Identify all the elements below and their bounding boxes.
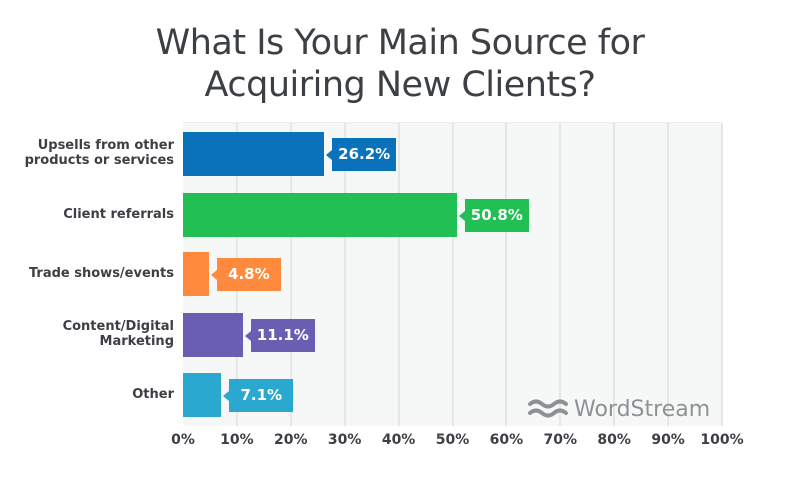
x-tick-label: 30% bbox=[327, 432, 362, 448]
gridline bbox=[343, 123, 346, 426]
bar bbox=[183, 193, 457, 237]
x-tick-label: 100% bbox=[700, 432, 744, 448]
x-tick-label: 80% bbox=[597, 432, 631, 448]
x-tick-label: 10% bbox=[220, 432, 254, 448]
gridline bbox=[559, 123, 562, 426]
gridline bbox=[397, 123, 400, 426]
category-label: Other bbox=[132, 386, 174, 402]
value-label: 7.1% bbox=[223, 379, 294, 412]
gridline bbox=[451, 123, 454, 426]
category-label: Upsells from other products or services bbox=[24, 138, 174, 168]
category-label: Content/Digital Marketing bbox=[62, 319, 174, 349]
wave-icon bbox=[528, 399, 568, 418]
x-tick-label: 90% bbox=[651, 432, 685, 448]
title-line-1: What Is Your Main Source for bbox=[155, 23, 645, 63]
x-tick-label: 60% bbox=[489, 432, 524, 448]
bar bbox=[183, 373, 222, 417]
x-tick-label: 40% bbox=[381, 432, 416, 448]
bar bbox=[183, 132, 325, 176]
gridline bbox=[505, 123, 508, 426]
bar bbox=[183, 313, 243, 357]
category-label: Trade shows/events bbox=[28, 265, 174, 281]
value-label: 4.8% bbox=[210, 258, 281, 291]
gridline bbox=[289, 123, 292, 426]
title-line-2: Acquiring New Clients? bbox=[204, 65, 596, 105]
plot-area: 26.2% 50.8% 4.8% 11.1% 7.1% bbox=[183, 122, 723, 426]
category-label: Client referrals bbox=[63, 206, 174, 222]
x-tick-label: 0% bbox=[171, 432, 195, 448]
gridline bbox=[667, 123, 670, 426]
x-tick-label: 50% bbox=[435, 432, 470, 448]
chart-title: What Is Your Main Source for Acquiring N… bbox=[0, 22, 800, 106]
x-tick-label: 70% bbox=[543, 432, 578, 448]
value-label: 26.2% bbox=[326, 138, 397, 171]
value-label: 50.8% bbox=[458, 199, 529, 232]
x-tick-label: 20% bbox=[274, 432, 308, 448]
gridline bbox=[613, 123, 616, 426]
wordstream-logo: WordStream bbox=[528, 394, 710, 424]
bar bbox=[183, 252, 209, 296]
logo-text: WordStream bbox=[574, 396, 711, 422]
gridline bbox=[721, 123, 723, 426]
value-label: 11.1% bbox=[244, 319, 315, 352]
